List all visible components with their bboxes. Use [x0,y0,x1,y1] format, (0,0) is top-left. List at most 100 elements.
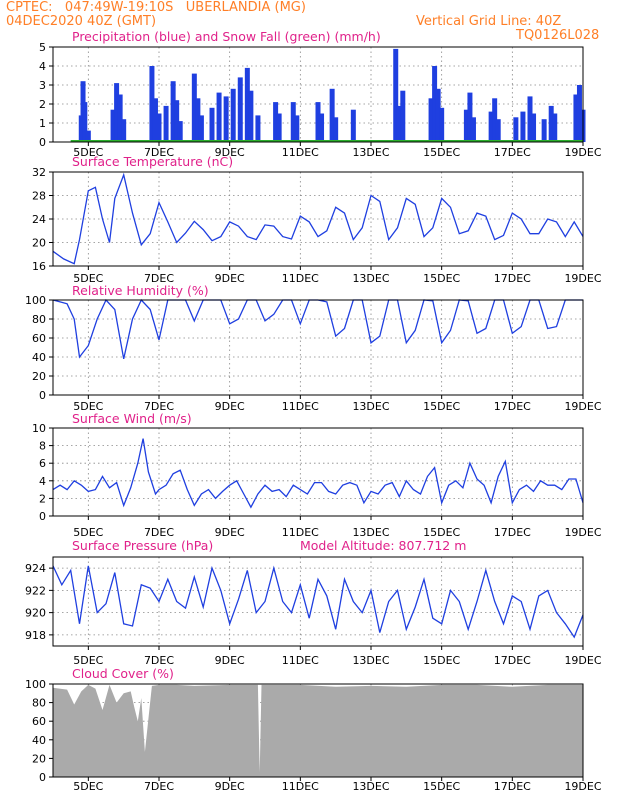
y-tick-label: 20 [32,237,46,250]
x-tick-label: 9DEC [215,526,245,539]
y-tick-label: 100 [25,294,46,307]
series-line-4 [52,565,584,639]
x-tick-label: 17DEC [494,146,531,159]
x-tick-label: 7DEC [144,526,174,539]
x-tick-label: 19DEC [564,526,601,539]
precip-bar-41 [439,107,445,142]
precip-bar-43 [467,92,473,142]
y-tick-label: 4 [39,60,46,73]
panel-frame-2 [52,299,584,396]
precip-bar-49 [520,111,526,142]
series-line-3 [52,438,584,509]
header-grid-note: Vertical Grid Line: 40Z [416,14,562,29]
x-tick-label: 11DEC [282,780,319,793]
x-tick-label: 5DEC [73,272,103,285]
x-tick-label: 7DEC [144,272,174,285]
x-tick-label: 19DEC [564,400,601,413]
precip-bar-40 [435,88,441,142]
precip-bar-42 [463,109,469,142]
x-tick-label: 11DEC [282,654,319,667]
precip-bar-34 [350,109,356,142]
precip-bar-17 [198,115,204,142]
precip-bar-28 [290,102,296,142]
panel-frame-5 [52,683,584,778]
panel-title-5: Cloud Cover (%) [72,666,174,681]
y-tick-label: 918 [25,629,46,642]
x-tick-label: 19DEC [564,146,601,159]
x-tick-label: 7DEC [144,400,174,413]
y-tick-label: 40 [32,734,46,747]
x-tick-label: 9DEC [215,654,245,667]
x-tick-label: 13DEC [352,400,389,413]
y-tick-label: 10 [32,422,46,435]
precip-bar-35 [393,48,399,142]
y-tick-label: 28 [32,190,46,203]
x-tick-label: 17DEC [494,400,531,413]
precip-bar-44 [470,117,476,142]
precip-bar-24 [248,90,254,142]
x-tick-label: 5DEC [73,780,103,793]
y-tick-label: 0 [39,510,46,523]
precip-bar-12 [170,81,176,142]
precip-bar-30 [315,102,321,142]
x-tick-label: 11DEC [282,526,319,539]
y-tick-label: 924 [25,562,46,575]
precip-bar-39 [432,66,438,142]
precip-bar-45 [488,111,494,142]
x-tick-label: 19DEC [564,654,601,667]
precip-bar-7 [121,119,127,142]
y-tick-label: 100 [25,678,46,691]
x-tick-label: 5DEC [73,400,103,413]
y-tick-label: 40 [32,351,46,364]
x-tick-label: 7DEC [144,780,174,793]
header-datetime: 04DEC2020 40Z (GMT) [6,14,157,29]
y-tick-label: 0 [39,389,46,402]
y-tick-label: 5 [39,41,46,54]
precip-bar-25 [255,115,261,142]
x-tick-label: 5DEC [73,654,103,667]
panel-frame-0 [52,46,584,143]
y-tick-label: 80 [32,313,46,326]
panel-title-4: Surface Pressure (hPa) [72,538,213,553]
x-tick-label: 9DEC [215,400,245,413]
precip-bar-48 [513,117,519,142]
precip-bar-13 [174,100,180,142]
precip-bar-27 [276,113,282,142]
precip-bar-21 [230,88,236,142]
precip-bar-10 [156,113,162,142]
x-tick-label: 11DEC [282,272,319,285]
precip-bar-3 [85,130,91,142]
x-tick-label: 13DEC [352,654,389,667]
precip-bar-22 [237,77,243,142]
y-tick-label: 1 [39,117,46,130]
header-code: TQ0126L028 [516,28,600,43]
y-tick-label: 32 [32,166,46,179]
x-tick-label: 13DEC [352,526,389,539]
precip-bar-16 [195,98,201,142]
panel-frame-3 [52,427,584,517]
x-tick-label: 15DEC [423,654,460,667]
x-tick-label: 19DEC [564,780,601,793]
precip-bar-29 [294,115,300,142]
precip-bar-2 [82,102,88,142]
precip-bar-26 [273,102,279,142]
panel-title-3: Surface Wind (m/s) [72,411,192,426]
x-tick-label: 9DEC [215,146,245,159]
y-tick-label: 2 [39,98,46,111]
x-tick-label: 17DEC [494,526,531,539]
series-line-2 [52,298,583,360]
panel-title-1: Surface Temperature (nC) [72,154,233,169]
x-tick-label: 15DEC [423,400,460,413]
precip-bar-38 [428,98,434,142]
y-tick-label: 20 [32,752,46,765]
x-tick-label: 11DEC [282,146,319,159]
precip-bar-46 [492,98,498,142]
y-tick-label: 20 [32,370,46,383]
y-tick-label: 60 [32,715,46,728]
y-tick-label: 60 [32,332,46,345]
precip-bar-11 [163,105,169,142]
precip-bar-18 [209,107,215,142]
x-tick-label: 17DEC [494,654,531,667]
precip-bar-52 [541,119,547,142]
y-tick-label: 4 [39,475,46,488]
